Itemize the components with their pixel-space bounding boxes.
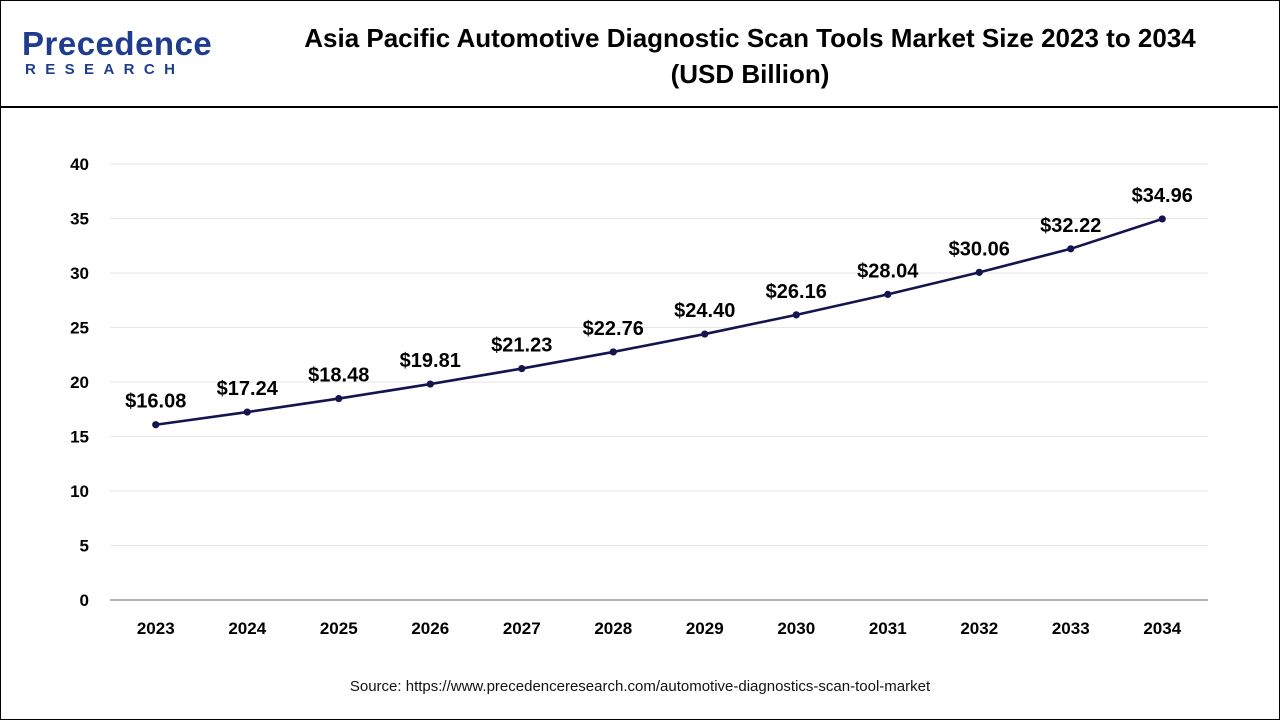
y-tick-label: 10	[70, 482, 89, 501]
data-point	[609, 348, 617, 356]
data-label: $18.48	[308, 365, 369, 387]
x-tick-label: 2028	[594, 619, 632, 638]
data-point	[518, 364, 526, 373]
y-tick-label: 0	[80, 591, 89, 610]
brand-logo: Precedence RESEARCH	[22, 26, 222, 86]
x-tick-label: 2024	[228, 619, 266, 638]
data-point	[243, 408, 251, 416]
chart-title: Asia Pacific Automotive Diagnostic Scan …	[250, 20, 1250, 92]
data-label: $16.08	[125, 391, 186, 413]
x-tick-label: 2030	[777, 619, 815, 638]
logo-subtitle: RESEARCH	[25, 61, 185, 78]
y-tick-label: 30	[70, 264, 89, 283]
gridlines	[110, 163, 1208, 546]
chart-title-line-1: Asia Pacific Automotive Diagnostic Scan …	[304, 23, 1196, 53]
data-label: $34.96	[1132, 185, 1193, 207]
x-tick-label: 2023	[137, 619, 175, 638]
y-tick-label: 15	[70, 428, 89, 447]
x-tick-label: 2025	[320, 619, 358, 638]
data-label: $26.16	[766, 281, 827, 303]
data-point	[975, 268, 983, 276]
chart-title-line-2: (USD Billion)	[670, 59, 830, 89]
header: Precedence RESEARCH Asia Pacific Automot…	[0, 0, 1278, 108]
x-tick-label: 2031	[869, 619, 907, 638]
y-tick-labels: 0 5 10 15 20 25 30 35 40	[70, 155, 89, 610]
data-point	[701, 330, 709, 338]
data-point	[152, 421, 160, 429]
y-tick-label: 25	[70, 319, 89, 338]
data-labels: $16.08 $17.24 $18.48 $19.81 $21.23 $22.76 $24.…	[125, 185, 1193, 413]
data-label: $30.06	[949, 238, 1010, 260]
data-point	[792, 311, 800, 319]
x-tick-label: 2032	[960, 619, 998, 638]
series-line	[154, 217, 1164, 427]
y-tick-label: 40	[70, 155, 89, 174]
y-tick-label: 35	[70, 210, 89, 229]
data-label: $17.24	[217, 378, 279, 400]
data-point	[426, 380, 434, 388]
y-tick-label: 20	[70, 373, 89, 392]
data-label: $32.22	[1040, 215, 1101, 237]
data-point	[1158, 215, 1166, 223]
source-note: Source: https://www.precedenceresearch.c…	[349, 678, 931, 695]
x-tick-label: 2027	[503, 619, 541, 638]
x-tick-label: 2026	[411, 619, 449, 638]
series	[152, 215, 1166, 429]
data-label: $19.81	[400, 350, 461, 372]
x-tick-label: 2033	[1052, 619, 1090, 638]
x-tick-label: 2034	[1143, 619, 1181, 638]
y-tick-label: 5	[80, 537, 89, 556]
data-point	[335, 394, 343, 403]
x-tick-labels: 2023 2024 2025 2026 2027 2028 2029 2030 2031 2032…	[137, 619, 1182, 638]
data-label: $24.40	[674, 300, 735, 322]
data-label: $28.04	[857, 260, 919, 282]
data-point	[884, 290, 892, 298]
x-tick-label: 2029	[686, 619, 724, 638]
data-point	[1067, 245, 1075, 253]
data-label: $21.23	[491, 335, 552, 357]
logo-wordmark: Precedence	[22, 25, 213, 62]
data-label: $22.76	[583, 318, 644, 340]
